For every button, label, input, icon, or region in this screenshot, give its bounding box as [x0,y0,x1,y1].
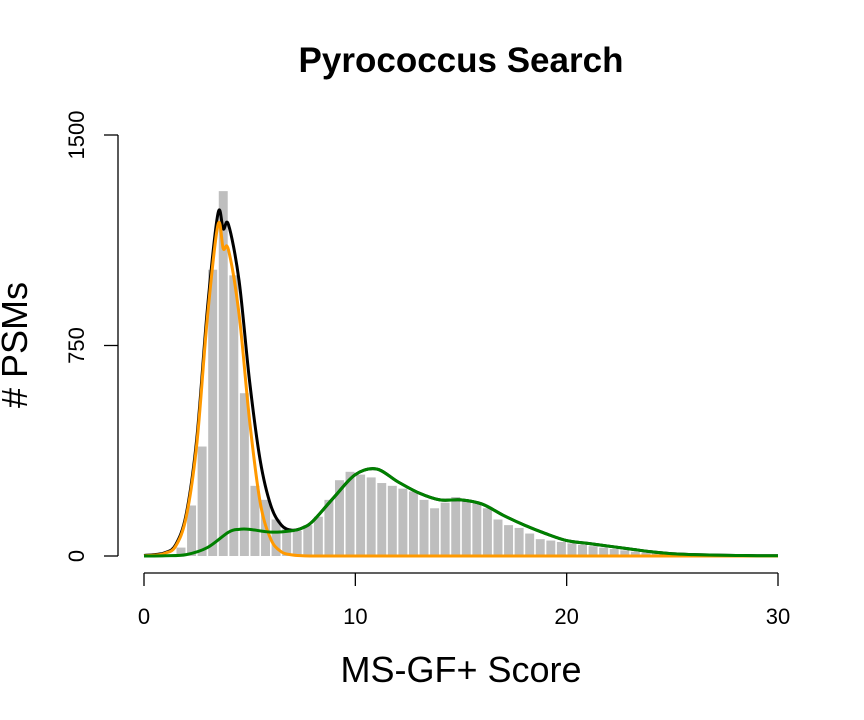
histogram-bar [472,502,482,556]
histogram-bar [461,499,471,556]
histogram-bar [239,393,249,556]
histogram-bar [440,502,450,556]
histogram-bar [419,499,429,556]
histogram-bar [514,527,524,556]
x-axis-ticks: 0 10 20 30 [138,573,790,629]
histogram-bar [482,508,492,556]
histogram-bar [387,485,397,556]
histogram-bar [229,275,239,556]
histogram-bar [197,446,207,556]
histogram-bar [187,505,197,556]
histogram-bar [303,525,313,556]
x-tick-label: 10 [343,604,367,629]
histogram-bar [630,551,640,556]
histogram-bar [588,546,598,556]
histogram-bar [250,485,260,556]
y-tick-label: 0 [64,550,89,562]
y-axis-ticks: 0 750 1500 [64,111,118,562]
histogram-bar [641,552,651,556]
density-curves [143,208,779,558]
histogram-bar [398,488,408,556]
histogram-bar [609,548,619,556]
histogram-bar [335,480,344,556]
histogram-bar [377,483,387,556]
y-tick-label: 1500 [64,111,89,160]
histogram-bar [218,191,228,556]
x-tick-label: 0 [138,604,150,629]
y-tick-label: 750 [64,327,89,364]
histogram-bar [525,533,535,556]
histogram-bar [282,529,292,556]
histogram-bar [599,547,609,556]
histogram-bar [176,547,186,556]
histogram-bar [451,497,461,556]
chart-title: Pyrococcus Search [299,41,624,80]
histogram-bar [208,269,218,556]
histogram-bar [578,544,587,556]
x-axis-label: MS-GF+ Score [340,649,581,690]
histogram-bars [144,191,778,556]
histogram-bar [556,541,566,556]
histogram-bar [345,471,355,556]
histogram-bar [313,516,323,556]
density-curve-2 [143,220,778,558]
histogram-bar [493,519,503,556]
histogram-bar [356,474,366,556]
histogram-bar [546,540,556,556]
histogram-bar [292,530,302,556]
density-curve-3 [143,467,779,558]
histogram-bar [535,539,545,556]
x-tick-label: 30 [766,604,790,629]
histogram-bar [324,499,334,556]
y-axis-label: # PSMs [0,282,35,408]
histogram-bar [504,525,514,556]
histogram-bar [271,519,281,556]
histogram-bar [366,477,376,556]
histogram-bar [408,491,418,556]
x-tick-label: 20 [554,604,578,629]
density-curve-1 [143,208,779,558]
histogram-bar [430,508,440,556]
histogram-bar [567,543,577,556]
histogram-bar [620,550,630,556]
